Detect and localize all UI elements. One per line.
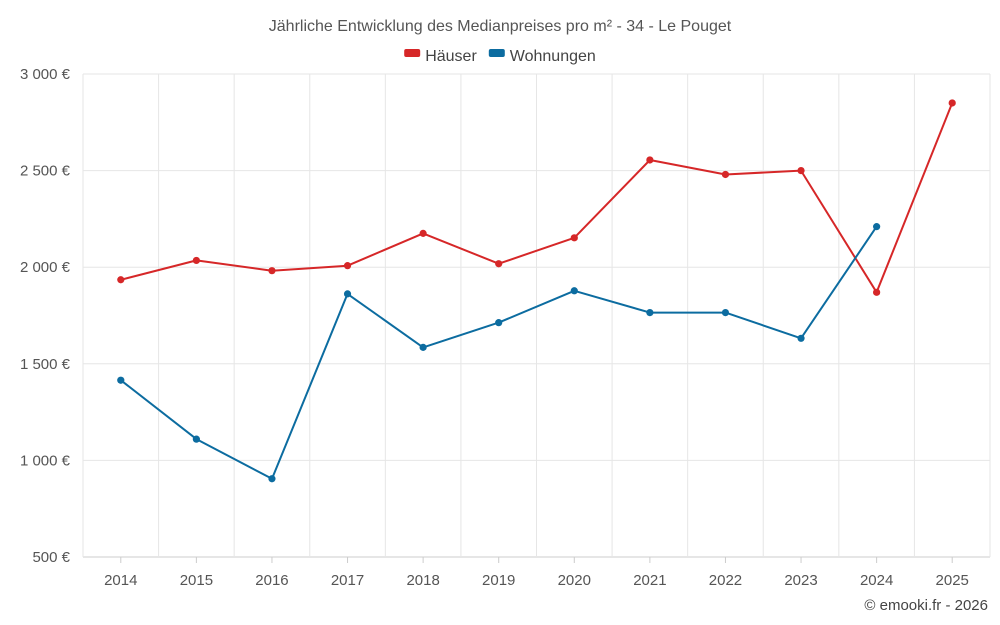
data-point-wohnungen — [797, 334, 805, 342]
data-point-wohnungen — [721, 309, 730, 317]
legend-swatch — [404, 49, 421, 57]
legend: Häuser Wohnungen — [404, 48, 596, 65]
y-tick-label: 3 000 € — [20, 66, 71, 83]
data-point-haeuser — [117, 276, 125, 284]
data-point-haeuser — [873, 288, 881, 296]
data-point-haeuser — [646, 156, 654, 164]
data-point-wohnungen — [570, 287, 578, 295]
data-point-wohnungen — [419, 343, 427, 351]
grid — [82, 73, 991, 558]
x-tick-label: 2025 — [936, 572, 969, 589]
x-tick-label: 2023 — [784, 572, 817, 589]
data-point-wohnungen — [495, 319, 503, 327]
y-axis: 500 € 1 000 € 1 500 € 2 000 € 2 500 € 3 000 € — [20, 66, 71, 566]
legend-item-wohnungen: Wohnungen — [488, 48, 596, 65]
x-tick-label: 2019 — [482, 572, 515, 589]
data-point-haeuser — [495, 260, 503, 268]
legend-swatch — [488, 49, 505, 57]
x-tick-label: 2020 — [558, 572, 591, 589]
x-tick-label: 2018 — [406, 572, 439, 589]
data-point-haeuser — [343, 262, 352, 270]
chart-title: Jährliche Entwicklung des Medianpreises … — [269, 18, 732, 35]
data-point-wohnungen — [873, 223, 881, 231]
data-point-wohnungen — [646, 309, 654, 317]
x-tick-label: 2016 — [255, 572, 288, 589]
y-tick-label: 500 € — [32, 549, 70, 566]
x-tick-label: 2014 — [104, 572, 137, 589]
data-point-haeuser — [192, 256, 200, 265]
x-tick-label: 2022 — [709, 572, 742, 589]
x-tick-label: 2021 — [633, 572, 666, 589]
legend-label: Häuser — [425, 48, 477, 65]
data-point-haeuser — [948, 99, 956, 107]
data-point-wohnungen — [268, 475, 276, 483]
y-tick-label: 2 000 € — [20, 259, 71, 276]
data-point-haeuser — [721, 170, 730, 179]
data-point-haeuser — [419, 229, 427, 237]
legend-label: Wohnungen — [510, 48, 596, 65]
y-tick-label: 1 500 € — [20, 356, 71, 373]
data-point-haeuser — [797, 167, 805, 175]
series-line-haeuser — [120, 102, 954, 294]
data-point-wohnungen — [192, 435, 200, 443]
data-point-wohnungen — [343, 290, 352, 298]
x-tick-label: 2017 — [331, 572, 364, 589]
data-point-haeuser — [570, 234, 578, 242]
x-tick-label: 2024 — [860, 572, 893, 589]
legend-item-haeuser: Häuser — [404, 48, 477, 65]
series-group — [117, 99, 956, 483]
data-point-wohnungen — [117, 376, 125, 384]
x-tick-label: 2015 — [180, 572, 213, 589]
data-point-haeuser — [268, 267, 276, 275]
x-axis: 2014 2015 2016 2017 2018 2019 2020 2021 2022 2023… — [104, 557, 969, 589]
credit-text: © emooki.fr - 2026 — [864, 597, 988, 614]
y-tick-label: 1 000 € — [20, 452, 71, 469]
y-tick-label: 2 500 € — [20, 163, 71, 180]
